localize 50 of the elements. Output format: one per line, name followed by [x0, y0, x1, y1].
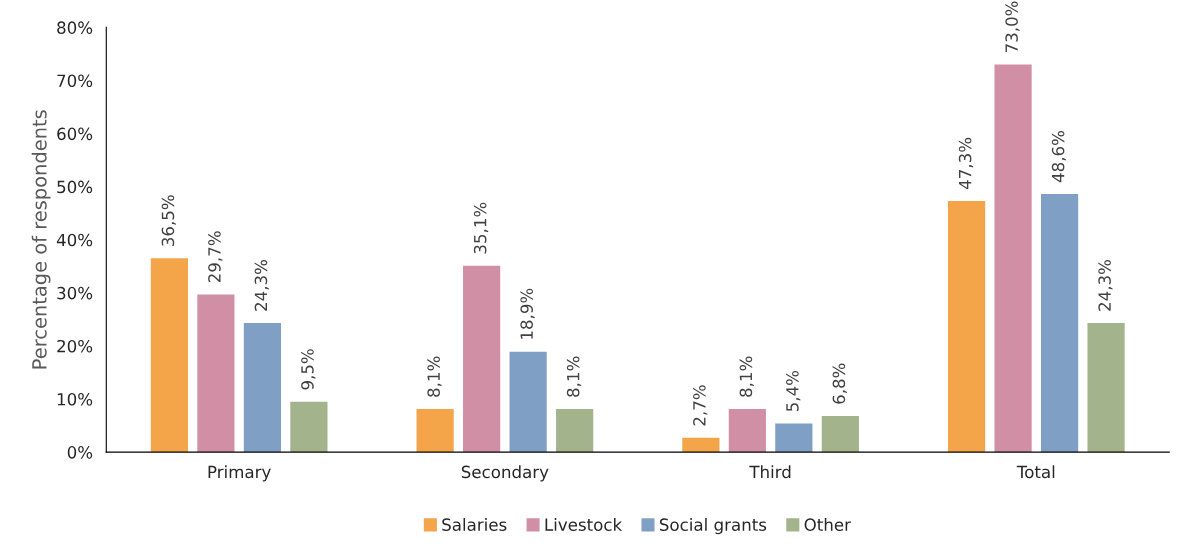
y-tick-label: 30%: [57, 286, 93, 300]
data-label: 47,3%: [958, 137, 974, 190]
data-label: 29,7%: [208, 231, 223, 283]
y-tick-label: 10%: [57, 392, 93, 406]
bar: [682, 437, 720, 453]
bar: [150, 258, 188, 453]
data-label: 2,7%: [693, 385, 708, 426]
x-tick-label: Primary: [208, 465, 271, 482]
data-label: 8,1%: [739, 356, 754, 397]
bar: [728, 409, 766, 453]
y-tick-label: 50%: [57, 180, 93, 194]
x-tick-label: Third: [749, 465, 791, 479]
bar: [775, 423, 813, 453]
data-label: 35,1%: [473, 202, 489, 254]
data-label: 73,0%: [1005, 1, 1020, 53]
x-tick-label: Secondary: [461, 465, 549, 482]
data-label: 48,6%: [1051, 130, 1067, 183]
bar: [556, 409, 594, 453]
bar: [290, 401, 328, 453]
y-tick-label: 40%: [56, 233, 93, 247]
y-tick-label: 60%: [57, 127, 93, 141]
bar: [416, 409, 454, 453]
bar: [243, 323, 281, 453]
data-label: 8,1%: [427, 356, 442, 397]
bar: [821, 416, 859, 453]
y-tick-label: 20%: [57, 339, 93, 353]
y-tick-label: 80%: [57, 21, 93, 34]
data-label: 24,3%: [1098, 259, 1113, 311]
data-label: 6,8%: [832, 363, 847, 404]
bar: [1087, 323, 1125, 453]
bar: [1040, 194, 1079, 453]
legend-label: Social grants: [659, 518, 767, 535]
y-tick-label: 0%: [67, 446, 93, 459]
data-label: 36,5%: [161, 195, 176, 246]
bar: [509, 351, 547, 453]
data-label: 9,5%: [301, 349, 316, 390]
legend-label: Other: [804, 518, 851, 531]
bar: [463, 265, 501, 453]
x-tick-label: Total: [1016, 465, 1055, 479]
y-axis-title: Percentage of respondents: [31, 110, 51, 369]
data-label: 8,1%: [566, 356, 582, 397]
bar: [994, 64, 1032, 453]
y-tick-label: 70%: [57, 74, 93, 88]
legend-label: Livestock: [545, 518, 623, 531]
data-label: 24,3%: [254, 259, 269, 311]
data-label: 18,9%: [520, 288, 535, 339]
legend-label: Salaries: [442, 518, 507, 531]
data-label: 5,4%: [786, 370, 801, 412]
bar: [197, 294, 235, 453]
bar: [947, 201, 986, 453]
